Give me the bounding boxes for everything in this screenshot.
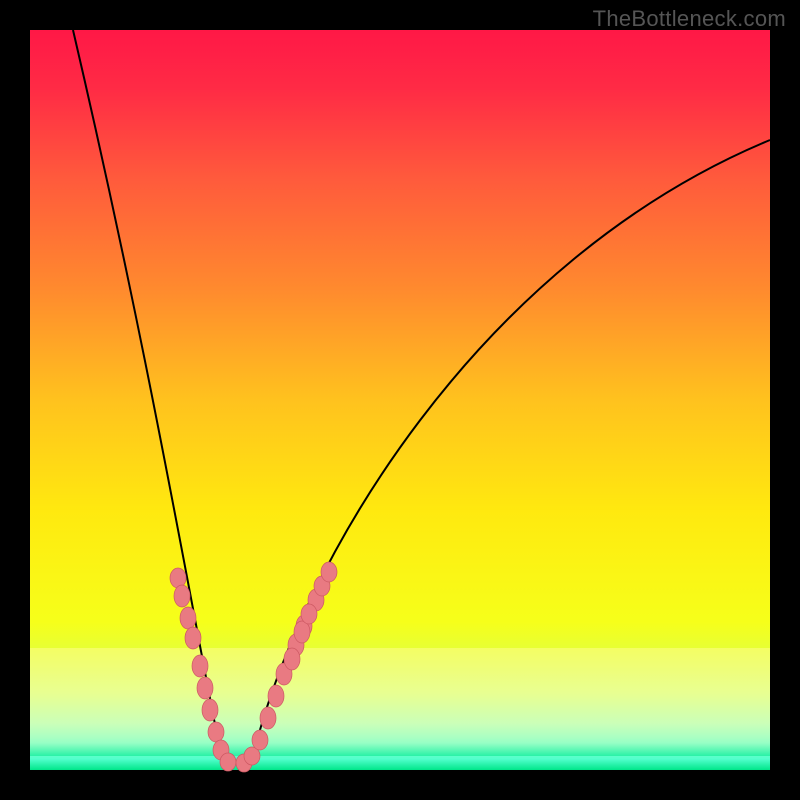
data-point [185,627,201,649]
bottleneck-curve-chart [0,0,800,800]
watermark-label: TheBottleneck.com [593,6,786,32]
data-point [174,585,190,607]
data-point [284,648,300,670]
data-point [268,685,284,707]
data-point [252,730,268,750]
data-point [197,677,213,699]
data-point [192,655,208,677]
data-point [260,707,276,729]
data-point [294,621,310,643]
bright-band [30,648,770,756]
chart-root: TheBottleneck.com [0,0,800,800]
data-point [301,604,317,624]
data-point [321,562,337,582]
data-point [180,607,196,629]
data-point [220,753,236,771]
data-point [202,699,218,721]
data-point [208,722,224,742]
